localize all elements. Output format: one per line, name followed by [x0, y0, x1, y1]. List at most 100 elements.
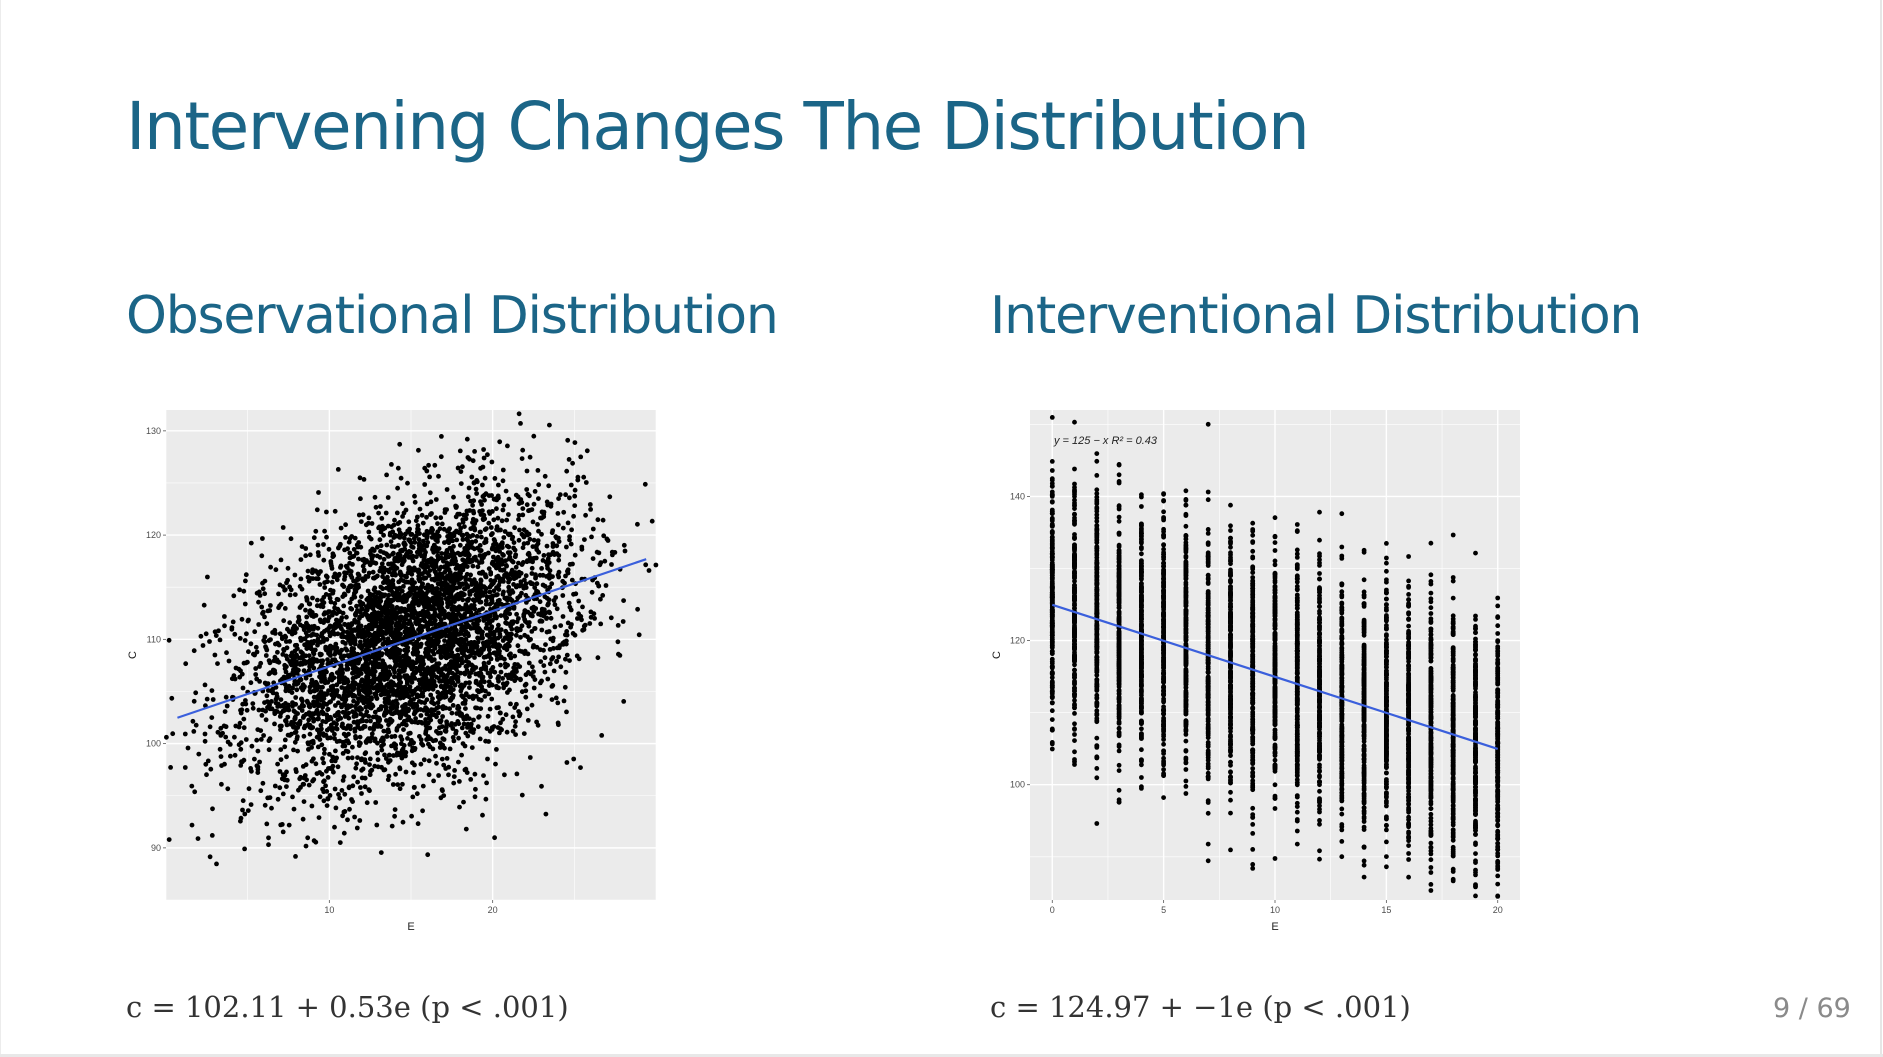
data-point: [496, 622, 501, 628]
data-point: [261, 638, 267, 643]
data-point: [166, 837, 172, 842]
data-point: [359, 791, 364, 796]
data-point: [547, 610, 553, 616]
data-point: [405, 736, 410, 741]
data-point: [292, 623, 297, 629]
data-point: [552, 624, 558, 630]
data-point: [603, 583, 609, 588]
data-point: [411, 770, 416, 776]
data-point: [266, 747, 272, 753]
data-point: [306, 703, 312, 709]
data-point: [381, 728, 387, 734]
data-point: [217, 637, 223, 643]
data-point: [329, 644, 335, 650]
data-point: [315, 550, 321, 555]
data-point: [191, 698, 197, 704]
data-point: [506, 675, 511, 681]
data-point: [621, 699, 627, 704]
data-point: [457, 448, 463, 454]
data-point: [293, 729, 299, 735]
data-point: [512, 723, 518, 729]
data-point: [544, 615, 550, 621]
data-point: [259, 604, 265, 610]
data-point: [375, 682, 380, 688]
data-point: [653, 562, 659, 568]
data-point: [370, 569, 376, 575]
data-point: [405, 648, 411, 654]
data-point: [241, 725, 247, 731]
data-point: [424, 671, 429, 676]
data-point: [530, 544, 536, 549]
data-point: [507, 611, 513, 617]
data-point: [222, 623, 227, 629]
data-point: [473, 538, 479, 544]
data-point: [314, 687, 320, 693]
data-point: [333, 625, 338, 631]
data-point: [300, 661, 305, 667]
data-point: [303, 711, 309, 717]
data-point: [348, 584, 354, 590]
data-point: [482, 516, 488, 522]
data-point: [513, 719, 518, 725]
data-point: [459, 656, 464, 661]
data-point: [501, 685, 506, 691]
data-point: [282, 744, 288, 750]
data-point: [326, 625, 332, 631]
data-point: [306, 668, 312, 673]
data-point: [462, 671, 468, 677]
data-point: [343, 646, 348, 651]
data-point: [558, 623, 564, 628]
data-point: [394, 631, 400, 637]
data-point: [298, 576, 304, 582]
data-point: [426, 639, 432, 644]
data-point: [569, 577, 575, 583]
data-point: [549, 697, 555, 702]
data-point: [459, 725, 465, 731]
data-point: [386, 698, 391, 703]
data-point: [385, 777, 391, 783]
data-point: [240, 798, 246, 804]
data-point: [523, 581, 529, 586]
data-point: [483, 688, 488, 694]
data-point: [369, 695, 374, 701]
data-point: [345, 666, 351, 672]
data-point: [263, 717, 269, 723]
data-point: [277, 769, 283, 774]
data-point: [397, 786, 403, 792]
data-point: [553, 695, 559, 701]
data-point: [541, 553, 547, 558]
data-point: [392, 607, 397, 613]
data-point: [336, 694, 342, 699]
data-point: [262, 591, 268, 597]
data-point: [372, 709, 378, 715]
data-point: [267, 608, 273, 613]
data-point: [397, 535, 403, 540]
data-point: [520, 560, 526, 565]
data-point: [427, 474, 432, 480]
data-point: [442, 569, 448, 575]
data-point: [319, 661, 325, 666]
data-point: [488, 639, 494, 645]
data-point: [303, 553, 309, 559]
data-point: [456, 735, 461, 741]
data-point: [443, 663, 448, 669]
data-point: [417, 643, 422, 648]
data-point: [489, 493, 494, 498]
data-point: [547, 422, 552, 428]
data-point: [297, 584, 303, 589]
data-point: [310, 595, 315, 601]
data-point: [413, 716, 418, 721]
data-point: [336, 792, 341, 797]
data-point: [502, 572, 507, 578]
data-point: [428, 620, 433, 626]
data-point: [518, 579, 524, 585]
data-point: [250, 705, 256, 711]
data-point: [478, 635, 484, 641]
data-point: [248, 641, 254, 647]
data-point: [558, 664, 564, 670]
data-point: [201, 602, 207, 608]
data-point: [229, 626, 235, 632]
data-point: [433, 638, 438, 644]
data-point: [336, 618, 342, 624]
data-point: [329, 612, 335, 618]
